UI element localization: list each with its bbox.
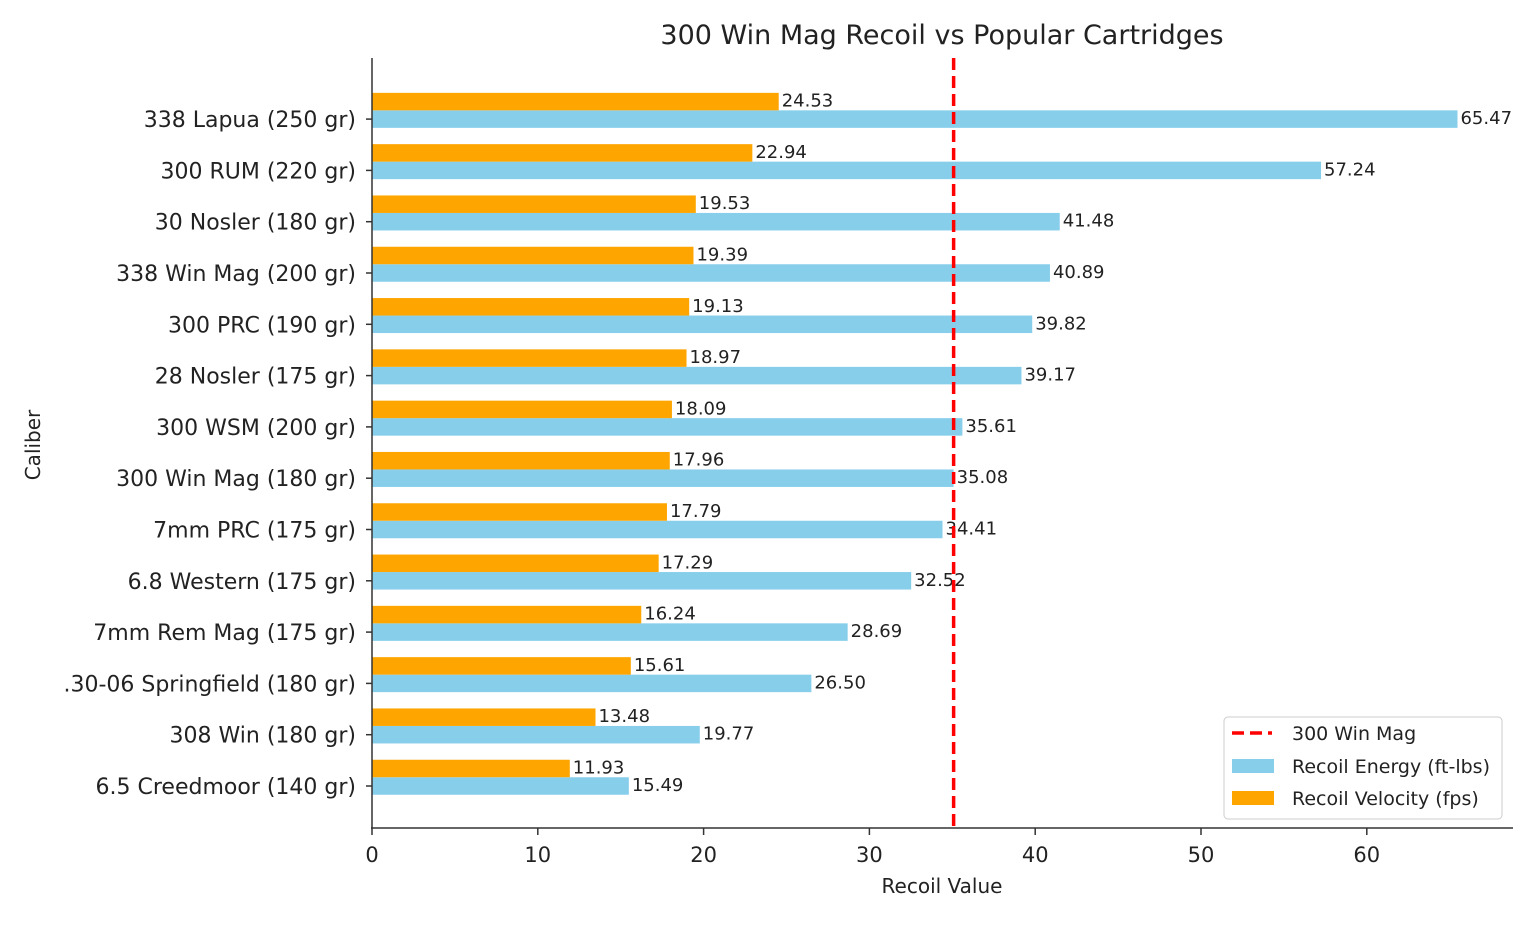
legend-label-energy: Recoil Energy (ft-lbs) [1292, 756, 1490, 778]
data-label-energy: 28.69 [851, 621, 903, 642]
bar-recoil-energy [372, 264, 1050, 282]
bar-recoil-energy [372, 418, 963, 436]
y-tick-label: 28 Nosler (175 gr) [155, 365, 356, 390]
bars: 15.49 11.93 19.77 13.48 26.50 15.61 28.69 16.24… [372, 91, 1512, 796]
bar-recoil-velocity [372, 708, 596, 726]
data-label-velocity: 24.53 [782, 91, 834, 112]
data-label-energy: 57.24 [1324, 159, 1376, 180]
data-label-velocity: 17.96 [673, 450, 725, 471]
y-tick-label: 308 Win (180 gr) [170, 724, 356, 749]
data-label-energy: 26.50 [814, 672, 866, 693]
legend-label-velocity: Recoil Velocity (fps) [1292, 788, 1479, 810]
x-tick-label: 40 [1022, 843, 1049, 867]
legend-swatch-velocity [1232, 791, 1274, 805]
bar-recoil-energy [372, 315, 1033, 334]
x-tick-label: 20 [690, 843, 717, 867]
data-label-velocity: 11.93 [573, 758, 625, 779]
data-label-velocity: 18.97 [690, 347, 742, 368]
data-label-velocity: 15.61 [634, 655, 686, 676]
data-label-velocity: 16.24 [644, 604, 696, 625]
y-tick-label: .30-06 Springfield (180 gr) [63, 672, 356, 697]
bar-recoil-energy [372, 674, 812, 693]
y-tick-label: 6.5 Creedmoor (140 gr) [96, 775, 357, 800]
bar-recoil-energy [372, 212, 1060, 231]
data-label-velocity: 18.09 [675, 398, 727, 419]
data-label-energy: 19.77 [703, 724, 755, 745]
x-tick-label: 60 [1353, 843, 1380, 867]
bar-recoil-velocity [372, 759, 570, 778]
data-label-energy: 65.47 [1460, 108, 1512, 129]
x-tick-label: 30 [856, 843, 883, 867]
y-tick-label: 6.8 Western (175 gr) [128, 570, 356, 595]
bar-recoil-energy [372, 572, 912, 590]
y-tick-label: 338 Win Mag (200 gr) [116, 262, 356, 287]
bar-recoil-energy [372, 110, 1458, 128]
y-tick-label: 300 Win Mag (180 gr) [116, 467, 356, 492]
y-tick-labels: 6.5 Creedmoor (140 gr) 308 Win (180 gr) .3… [63, 108, 372, 800]
legend-swatch-energy [1232, 759, 1274, 773]
bar-recoil-velocity [372, 400, 672, 419]
data-label-energy: 32.52 [914, 570, 966, 591]
bar-recoil-velocity [372, 298, 690, 316]
data-label-energy: 41.48 [1063, 211, 1115, 232]
bar-recoil-energy [372, 777, 629, 795]
bar-recoil-energy [372, 520, 943, 539]
x-tick-label: 0 [365, 843, 378, 867]
x-ticks: 0 10 20 30 40 50 60 [365, 828, 1380, 867]
data-label-velocity: 13.48 [598, 706, 650, 727]
bar-recoil-velocity [372, 657, 631, 675]
y-tick-label: 338 Lapua (250 gr) [144, 108, 356, 133]
bar-recoil-velocity [372, 349, 687, 367]
legend: 300 Win Mag Recoil Energy (ft-lbs) Recoi… [1223, 716, 1503, 820]
y-tick-label: 7mm Rem Mag (175 gr) [93, 621, 356, 646]
data-label-velocity: 17.79 [670, 501, 722, 522]
bar-recoil-velocity [372, 605, 642, 624]
bar-recoil-energy [372, 623, 848, 641]
bar-recoil-velocity [372, 554, 659, 573]
y-tick-label: 300 WSM (200 gr) [156, 416, 356, 441]
data-label-velocity: 19.13 [692, 296, 744, 317]
bar-recoil-energy [372, 366, 1022, 385]
data-label-velocity: 19.53 [699, 193, 751, 214]
data-label-energy: 35.61 [965, 416, 1017, 437]
data-label-energy: 35.08 [957, 467, 1009, 488]
data-label-energy: 39.17 [1024, 365, 1076, 386]
bar-recoil-velocity [372, 92, 779, 111]
y-axis-label: Caliber [21, 409, 45, 480]
bar-recoil-velocity [372, 246, 694, 265]
data-label-velocity: 19.39 [696, 245, 748, 266]
bar-recoil-velocity [372, 144, 753, 162]
legend-label-reference: 300 Win Mag [1292, 723, 1416, 745]
bar-recoil-energy [372, 725, 700, 744]
data-label-energy: 34.41 [946, 519, 998, 540]
x-tick-label: 50 [1188, 843, 1215, 867]
data-label-energy: 39.82 [1035, 313, 1087, 334]
bar-recoil-energy [372, 161, 1322, 180]
data-label-velocity: 22.94 [755, 142, 807, 163]
bar-recoil-velocity [372, 503, 667, 521]
bar-recoil-velocity [372, 195, 696, 213]
data-label-velocity: 17.29 [662, 552, 714, 573]
x-tick-label: 10 [524, 843, 551, 867]
data-label-energy: 40.89 [1053, 262, 1105, 283]
bar-recoil-velocity [372, 451, 670, 470]
y-tick-label: 300 PRC (190 gr) [168, 313, 356, 338]
y-tick-label: 7mm PRC (175 gr) [153, 519, 356, 544]
y-tick-label: 300 RUM (220 gr) [160, 159, 356, 184]
y-tick-label: 30 Nosler (180 gr) [155, 211, 356, 236]
chart-title: 300 Win Mag Recoil vs Popular Cartridges [660, 20, 1223, 51]
bar-recoil-energy [372, 469, 954, 487]
legend-box [1223, 716, 1503, 820]
data-label-energy: 15.49 [632, 775, 684, 796]
x-axis-label: Recoil Value [882, 874, 1003, 898]
